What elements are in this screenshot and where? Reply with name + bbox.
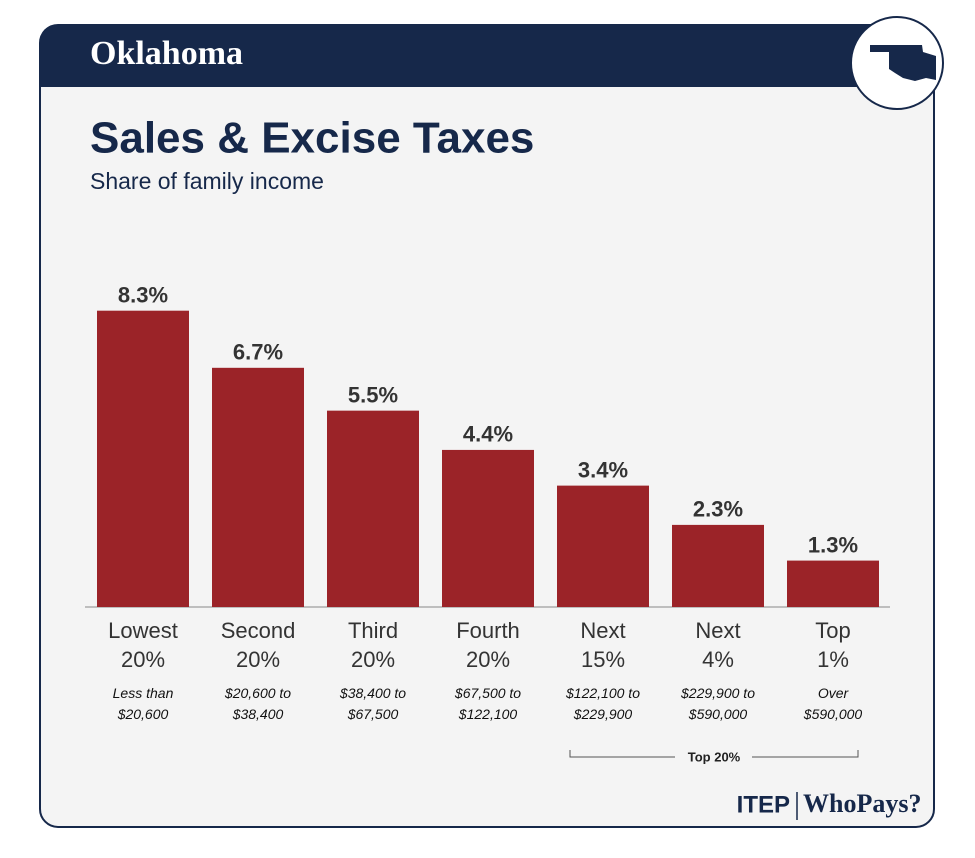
income-range-line: $122,100 — [458, 706, 518, 722]
bar — [97, 310, 189, 607]
bracket-line — [569, 750, 859, 758]
income-range-line: $229,900 — [573, 706, 633, 722]
bar — [327, 410, 419, 607]
category-label: Lowest 20% — [108, 618, 178, 672]
income-range-line: $229,900 to — [681, 685, 755, 701]
income-range-line: Less than — [112, 685, 174, 701]
value-label: 6.7% — [233, 340, 283, 365]
income-range: Over $590,000 — [778, 683, 888, 725]
value-label: 1.3% — [808, 532, 858, 557]
value-label: 4.4% — [463, 422, 513, 447]
footer-brand: WhoPays? — [803, 789, 921, 818]
income-range-line: $67,500 to — [454, 685, 522, 701]
income-range-line: $38,400 to — [339, 685, 407, 701]
bar — [557, 485, 649, 607]
income-range: $67,500 to $122,100 — [433, 683, 543, 725]
income-range-line: $20,600 — [117, 706, 169, 722]
income-range-line: $590,000 — [688, 706, 748, 722]
value-label: 8.3% — [118, 283, 168, 308]
group-label: Top 20% — [688, 749, 741, 764]
chart-title: Sales & Excise Taxes — [90, 114, 534, 163]
category-label: Second 20% — [220, 618, 296, 672]
chart-subtitle: Share of family income — [90, 168, 324, 194]
income-range-line: Over — [817, 685, 849, 701]
bar — [672, 524, 764, 607]
category-label: Next 15% — [580, 618, 626, 672]
category-label: Top 1% — [815, 618, 851, 672]
income-range: $20,600 to $38,400 — [203, 683, 313, 725]
value-label: 5.5% — [348, 382, 398, 407]
value-label: 3.4% — [578, 457, 628, 482]
value-label: 2.3% — [693, 497, 743, 522]
bar — [212, 367, 304, 607]
income-range-line: $590,000 — [803, 706, 863, 722]
income-range: Less than $20,600 — [88, 683, 198, 725]
bar — [442, 449, 534, 607]
category-label: Fourth 20% — [456, 618, 520, 672]
state-name: Oklahoma — [90, 35, 243, 72]
header-band — [40, 25, 934, 87]
income-range: $38,400 to $67,500 — [318, 683, 428, 725]
income-range-line: $38,400 — [232, 706, 284, 722]
income-range: $122,100 to $229,900 — [548, 683, 658, 725]
category-label: Third 20% — [347, 618, 399, 672]
income-range: $229,900 to $590,000 — [663, 683, 773, 725]
income-range-line: $122,100 to — [566, 685, 640, 701]
income-range-line: $67,500 — [347, 706, 399, 722]
bar — [787, 560, 879, 607]
category-label: Next 4% — [695, 618, 741, 672]
footer-logo: ITEP — [737, 791, 790, 818]
state-outline — [870, 45, 936, 81]
group-bracket: Top 20% — [569, 749, 859, 764]
income-range-line: $20,600 to — [224, 685, 292, 701]
